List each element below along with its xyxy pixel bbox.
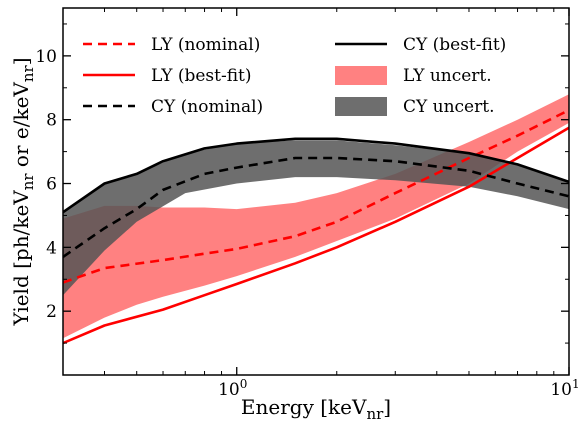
y-tick-label: 2 [46, 302, 57, 322]
legend-label: LY uncert. [403, 66, 492, 86]
legend-swatch [335, 66, 387, 85]
line-ly-nominal [63, 108, 569, 284]
legend-label: LY (best-fit) [151, 66, 252, 86]
legend-label: CY uncert. [403, 97, 494, 117]
legend-entry-ly-nominal: LY (nominal) [83, 35, 260, 55]
legend-entry-cy-best-fit: CY (best-fit) [335, 35, 506, 55]
line-cy-best-fit [63, 137, 569, 214]
plot-frame [62, 7, 570, 376]
band-cy-uncert [63, 140, 569, 296]
axis-labels: Energy [keVnr] Yield [ph/keVnr or e/keVnr… [9, 57, 391, 423]
legend-entry-cy-uncert: CY uncert. [335, 97, 494, 117]
legend-entry-ly-uncert: LY uncert. [335, 66, 492, 86]
line-ly-best-fit [63, 126, 569, 345]
legend: LY (nominal) LY (best-fit) CY (nominal) CY … [83, 35, 506, 117]
legend-label: LY (nominal) [151, 35, 260, 55]
y-tick-label: 8 [46, 111, 57, 131]
x-tick-label: 101 [550, 377, 579, 400]
line-cy-nominal [63, 156, 569, 258]
y-tick-label: 6 [46, 175, 57, 195]
y-axis-label: Yield [ph/keVnr or e/keVnr] [9, 57, 37, 326]
series-lines [63, 108, 569, 345]
legend-label: CY (best-fit) [403, 35, 506, 55]
y-tick-label: 4 [46, 238, 57, 258]
legend-label: CY (nominal) [151, 97, 263, 117]
legend-swatch [335, 97, 387, 116]
y-tick-label: 10 [35, 47, 57, 67]
x-axis-label: Energy [keVnr] [241, 395, 391, 423]
legend-entry-ly-best-fit: LY (best-fit) [83, 66, 252, 86]
uncertainty-bands [63, 94, 569, 339]
legend-entry-cy-nominal: CY (nominal) [83, 97, 263, 117]
